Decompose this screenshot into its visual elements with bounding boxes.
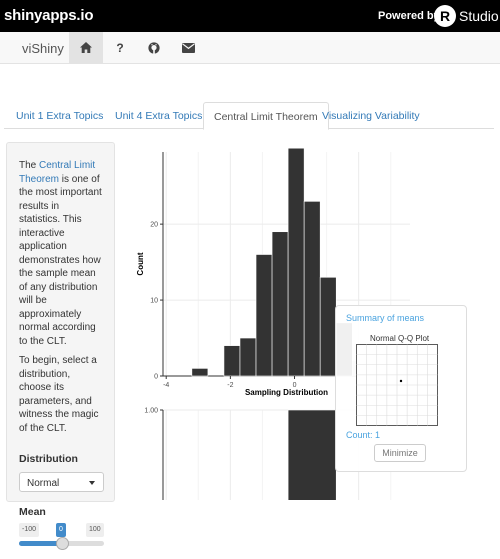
rstudio-r-logo[interactable]: R (434, 5, 456, 27)
mean-label: Mean (19, 505, 46, 518)
powered-by-text: Powered by (378, 10, 440, 22)
github-icon (148, 41, 160, 54)
y-tick-label: 10 (150, 298, 158, 305)
question-icon: ? (116, 40, 124, 55)
histogram-bar (191, 368, 209, 377)
tab-visualizing-variability[interactable]: Visualizing Variability (322, 110, 420, 122)
histogram-bar (271, 231, 289, 377)
distribution-label: Distribution (19, 453, 78, 465)
qq-plot (356, 344, 438, 426)
github-button[interactable] (137, 32, 171, 63)
intro-text: is one of the most important results in … (19, 173, 102, 347)
clt-link[interactable]: Central Limit Theorem (19, 160, 96, 185)
slider-handle[interactable] (55, 537, 69, 550)
histogram-bar (287, 147, 305, 377)
shinyapps-logo[interactable]: shinyapps.io (4, 7, 94, 24)
qq-plot-title: Normal Q-Q Plot (370, 334, 430, 343)
intro-prefix: The (19, 160, 40, 171)
x-tick-label: 0 (293, 382, 297, 389)
app-navbar: viShiny ? (0, 32, 500, 64)
summary-title[interactable]: Summary of means (346, 313, 425, 323)
slider-min-label: -100 (19, 523, 40, 537)
intro-paragraph: The Central Limit Theorem is one of the … (19, 159, 102, 348)
histogram-bar (303, 201, 321, 377)
histogram-bar (319, 276, 337, 377)
home-button[interactable] (69, 32, 103, 63)
sidebar-panel: The Central Limit Theorem is one of the … (6, 142, 115, 550)
instructions-paragraph: To begin, select a distribution, choose … (19, 355, 99, 434)
chevron-down-icon (89, 480, 95, 485)
histogram-bar (287, 409, 337, 500)
x-tick-label: -2 (227, 382, 233, 389)
tab-bar: Unit 1 Extra Topics Unit 4 Extra Topics … (4, 102, 494, 130)
tab-central-limit-theorem[interactable]: Central Limit Theorem (203, 102, 329, 130)
shinyapps-topbar: shinyapps.io Powered by R Studio (0, 0, 500, 32)
envelope-icon (181, 42, 195, 53)
histogram-bar (223, 345, 241, 377)
distribution-value: Normal (27, 477, 60, 489)
y-tick-label: 0 (154, 374, 158, 381)
slider-value-label: 0 (56, 523, 66, 537)
y-tick-label: 20 (150, 222, 158, 229)
histogram-bar (239, 337, 257, 377)
distribution-select[interactable]: Normal (19, 471, 104, 492)
x-axis-title: Sampling Distribution (245, 388, 328, 397)
histogram-bar (255, 254, 273, 377)
slider-max-label: 100 (86, 523, 104, 537)
qq-point (399, 379, 403, 383)
mean-slider[interactable]: -100 0 100 (19, 519, 104, 559)
email-button[interactable] (171, 32, 205, 63)
y-axis-title: Count (136, 252, 145, 275)
tab-unit-4-extra-topics[interactable]: Unit 4 Extra Topics (115, 110, 203, 122)
summary-of-means-panel[interactable]: Summary of means Normal Q-Q Plot Count: … (335, 305, 467, 472)
tab-unit-1-extra-topics[interactable]: Unit 1 Extra Topics (16, 110, 104, 122)
y-tick-label: 1.00 (144, 408, 158, 415)
x-tick-label: -4 (163, 382, 169, 389)
help-button[interactable]: ? (103, 32, 137, 63)
rstudio-text[interactable]: Studio (459, 8, 499, 24)
minimize-button[interactable]: Minimize (374, 444, 426, 462)
count-text: Count: 1 (346, 430, 381, 440)
second-histogram: 1.000.75 (144, 408, 410, 500)
app-title[interactable]: viShiny (22, 41, 64, 56)
home-icon (80, 42, 92, 53)
